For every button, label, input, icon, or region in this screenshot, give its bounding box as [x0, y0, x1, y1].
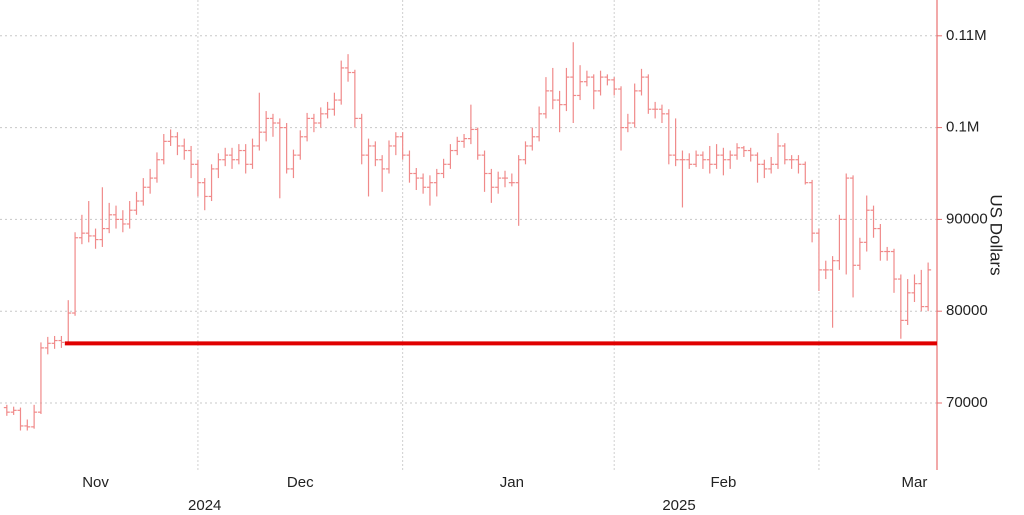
x-tick-label: Jan: [500, 474, 524, 491]
x-tick-label: Feb: [710, 474, 736, 491]
y-tick-label: 0.11M: [946, 27, 987, 44]
year-label: 2025: [662, 497, 695, 514]
y-axis-label: US Dollars: [987, 194, 1006, 275]
x-tick-label: Dec: [287, 474, 314, 491]
y-tick-label: 0.1M: [946, 119, 979, 136]
x-tick-label: Nov: [82, 474, 109, 491]
year-label: 2024: [188, 497, 221, 514]
x-tick-label: Mar: [902, 474, 928, 491]
y-tick-label: 90000: [946, 210, 988, 227]
y-tick-label: 70000: [946, 394, 988, 411]
y-tick-label: 80000: [946, 302, 988, 319]
